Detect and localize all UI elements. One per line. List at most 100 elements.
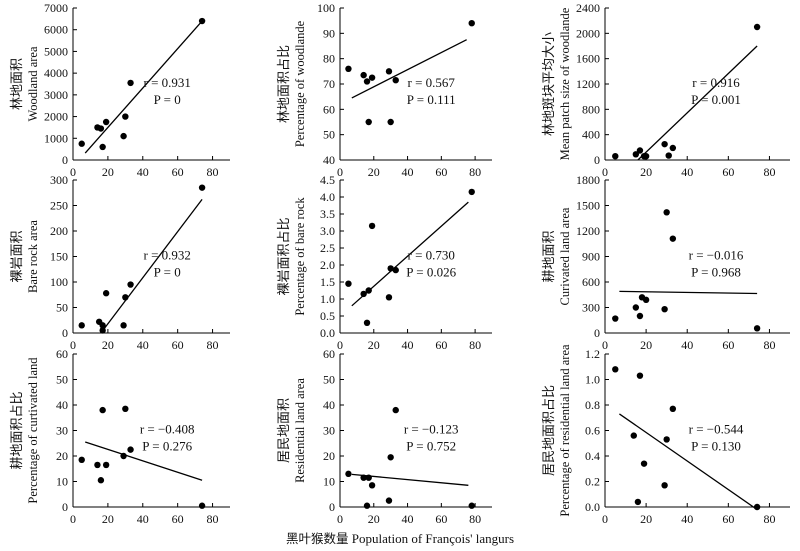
chart-6-fit-line: [619, 290, 758, 295]
chart-6-y-label-cn: 耕地面积: [541, 230, 556, 282]
chart-6-y-tick-label: 1800: [576, 173, 600, 187]
chart-1-data-point: [127, 79, 134, 87]
chart-1-r-value: r = 0.931: [143, 75, 190, 90]
chart-5-y-tick-label: 4.0: [320, 190, 335, 204]
chart-8-x-tick-label: 0: [337, 512, 343, 526]
chart-5-data-point: [365, 287, 372, 294]
chart-2-x-tick-label: 40: [402, 165, 414, 179]
chart-2-data-point: [363, 78, 371, 85]
chart-9-data-point: [640, 460, 648, 467]
chart-2-y-tick-label: 90: [323, 26, 335, 40]
chart-1-x-tick-label: 60: [172, 165, 184, 179]
chart-2-y-label-cn: 林地面积占比: [276, 45, 291, 123]
chart-3-data-point: [669, 144, 677, 152]
chart-7-data-point: [99, 406, 106, 414]
chart-6-y-tick-label: 1500: [576, 199, 600, 213]
chart-8-data-point: [468, 502, 475, 509]
chart-8-y-tick-label: 20: [323, 449, 335, 463]
chart-8-y-tick-label: 10: [323, 475, 335, 489]
chart-2-data-point: [385, 68, 393, 75]
chart-5-y-tick-label: 1.5: [320, 275, 335, 289]
chart-2-fit-line: [351, 39, 467, 99]
chart-8-data-point: [360, 474, 367, 481]
chart-1-fit-line: [84, 20, 203, 154]
chart-4-y-label-cn: 裸岩面积: [9, 230, 24, 282]
chart-7-data-point: [102, 461, 110, 469]
chart-5-data-point: [368, 222, 376, 230]
chart-7-y-tick-label: 20: [56, 449, 68, 463]
chart-3-data-point: [636, 147, 644, 154]
chart-5-data-point: [360, 290, 367, 298]
chart-9-x-tick-label: 60: [722, 512, 734, 526]
chart-6-x-tick-label: 20: [640, 338, 652, 352]
x-axis-label-cn: 黑叶猴数量: [285, 531, 349, 546]
chart-2-y-tick-label: 70: [323, 77, 335, 91]
chart-7-x-tick-label: 20: [102, 512, 114, 526]
chart-3-r-value: r = 0.916: [692, 75, 740, 90]
chart-2-data-point: [365, 118, 372, 126]
chart-8-y-label-en: Residential land area: [293, 378, 307, 483]
chart-3-data-point: [642, 153, 650, 160]
chart-4-y-tick-label: 100: [50, 275, 68, 289]
chart-4-y-tick-label: 300: [50, 173, 68, 187]
chart-5-r-value: r = 0.730: [407, 248, 454, 263]
chart-3-x-tick-label: 40: [681, 165, 693, 179]
chart-6-data-point: [669, 235, 677, 242]
chart-7-r-value: r = −0.408: [140, 422, 195, 437]
chart-6-p-value: P = 0.968: [691, 265, 741, 280]
chart-2-data-point: [387, 118, 394, 126]
chart-6-x-tick-label: 60: [722, 338, 734, 352]
chart-6-data-point: [753, 325, 761, 332]
chart-7-data-point: [122, 405, 129, 413]
chart-5-fit-line: [351, 201, 469, 307]
chart-5-x-tick-label: 40: [402, 338, 414, 352]
chart-4-data-point: [122, 294, 129, 301]
chart-7-x-tick-label: 80: [207, 512, 219, 526]
chart-4-data-point: [99, 327, 106, 334]
chart-9-data-point: [753, 503, 761, 511]
chart-1-x-tick-label: 0: [70, 165, 76, 179]
chart-7-y-tick-label: 10: [56, 475, 68, 489]
chart-9-fit-line: [619, 413, 758, 511]
chart-7-data-point: [78, 456, 85, 464]
chart-2-y-tick-label: 100: [317, 1, 335, 15]
chart-1-y-tick-label: 7000: [44, 1, 68, 15]
chart-7-y-tick-label: 40: [56, 398, 68, 412]
chart-3-x-tick-label: 80: [763, 165, 775, 179]
chart-6-data-point: [663, 209, 670, 216]
chart-4-x-tick-label: 80: [207, 338, 219, 352]
chart-7-data-point: [127, 446, 134, 453]
chart-7-x-tick-label: 60: [172, 512, 184, 526]
chart-4-data-point: [78, 322, 85, 329]
chart-2-data-point: [392, 77, 399, 84]
chart-5-y-tick-label: 3.5: [320, 207, 335, 221]
chart-6-x-tick-label: 80: [763, 338, 775, 352]
chart-4-y-tick-label: 50: [56, 301, 68, 315]
chart-8-x-tick-label: 80: [469, 512, 481, 526]
chart-4-y-tick-label: 0: [62, 326, 68, 340]
chart-8-x-tick-label: 60: [435, 512, 447, 526]
x-axis-label-en: Population of François' langurs: [351, 531, 515, 546]
chart-6-data-point: [632, 304, 640, 311]
chart-3-x-tick-label: 60: [722, 165, 734, 179]
chart-7-data-point: [198, 502, 206, 509]
chart-4-y-tick-label: 200: [50, 224, 68, 238]
chart-4-x-tick-label: 20: [102, 338, 114, 352]
chart-3-y-tick-label: 2000: [576, 26, 600, 40]
chart-3-data-point: [612, 153, 619, 160]
chart-6-y-tick-label: 1200: [576, 224, 600, 238]
chart-8-y-tick-label: 60: [323, 347, 335, 361]
chart-9-y-tick-label: 1.0: [585, 373, 600, 387]
chart-3-data-point: [661, 140, 668, 148]
chart-6-y-label-en: Curivated land area: [558, 207, 572, 305]
chart-4-p-value: P = 0: [154, 265, 181, 280]
chart-8-y-label-cn: 居民地面积: [276, 398, 291, 463]
chart-4-y-tick-label: 150: [50, 250, 68, 264]
chart-3-fit-line: [637, 45, 758, 161]
chart-9-data-point: [636, 372, 644, 379]
chart-2-y-tick-label: 80: [323, 52, 335, 66]
chart-9-y-tick-label: 0.0: [585, 500, 600, 514]
chart-7-y-tick-label: 30: [56, 424, 68, 438]
chart-9-data-point: [663, 436, 670, 443]
